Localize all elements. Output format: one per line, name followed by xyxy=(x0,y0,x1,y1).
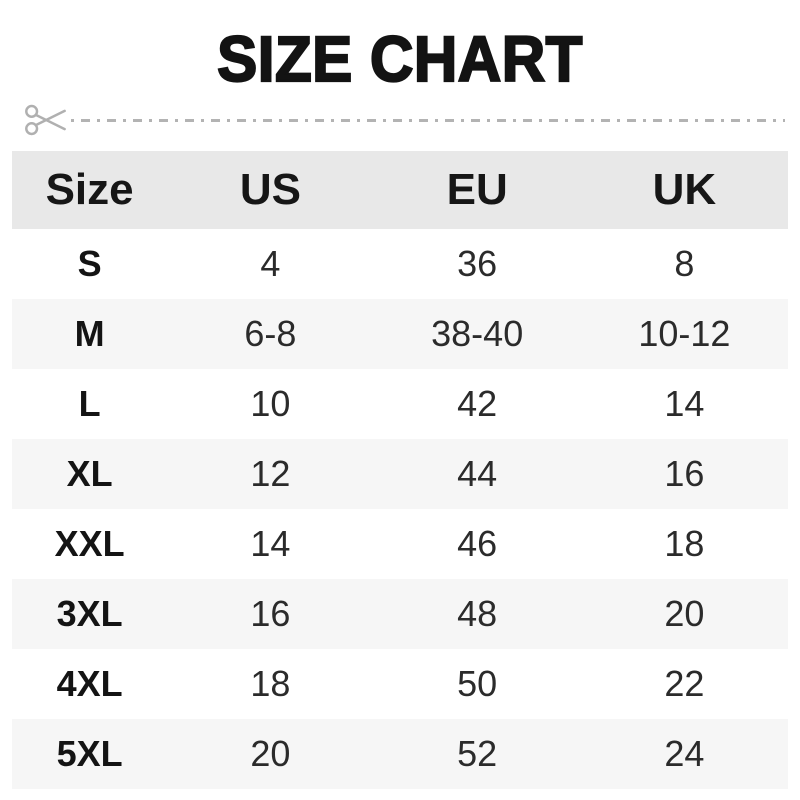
cell-us: 4 xyxy=(260,243,281,285)
cell-us: 20 xyxy=(250,733,291,775)
scissors-icon xyxy=(25,104,66,136)
cell-us: 12 xyxy=(250,453,291,495)
cell-uk: 20 xyxy=(664,593,705,635)
dashed-cut-line xyxy=(71,118,785,122)
cell-us: 18 xyxy=(250,663,291,705)
cut-line xyxy=(24,101,785,139)
cell-size: 5XL xyxy=(56,733,123,775)
page-title: SIZE CHART xyxy=(216,23,583,95)
header-eu: EU xyxy=(373,151,581,230)
cell-uk: 14 xyxy=(664,383,705,425)
cell-eu: 52 xyxy=(457,733,498,775)
cell-eu: 50 xyxy=(457,663,498,705)
cell-uk: 18 xyxy=(664,523,705,565)
cell-eu: 46 xyxy=(457,523,498,565)
cell-us: 14 xyxy=(250,523,291,565)
cell-uk: 22 xyxy=(664,663,705,705)
size-chart-table: Size US EU UK S 4 36 8 M 6-8 38-40 10-12… xyxy=(12,151,788,790)
table-body: S 4 36 8 M 6-8 38-40 10-12 L 10 42 14 XL… xyxy=(12,229,788,790)
table-row: M 6-8 38-40 10-12 xyxy=(12,299,788,370)
table-row: XL 12 44 16 xyxy=(12,439,788,510)
cell-size: L xyxy=(78,383,101,425)
cell-size: XXL xyxy=(54,523,125,565)
cell-eu: 44 xyxy=(457,453,498,495)
cell-eu: 48 xyxy=(457,593,498,635)
table-row: 5XL 20 52 24 xyxy=(12,719,788,790)
cell-us: 10 xyxy=(250,383,291,425)
header-size: Size xyxy=(12,151,168,230)
header-uk: UK xyxy=(580,151,788,230)
table-row: S 4 36 8 xyxy=(12,229,788,300)
cell-uk: 8 xyxy=(674,243,695,285)
cell-size: S xyxy=(77,243,102,285)
cell-eu: 38-40 xyxy=(431,313,524,355)
table-row: 3XL 16 48 20 xyxy=(12,579,788,650)
cell-eu: 42 xyxy=(457,383,498,425)
size-chart-page: SIZE CHART Size US EU UK S xyxy=(0,23,800,800)
cell-uk: 16 xyxy=(664,453,705,495)
table-header: Size US EU UK xyxy=(12,151,788,230)
cell-uk: 24 xyxy=(664,733,705,775)
cell-us: 16 xyxy=(250,593,291,635)
cell-size: XL xyxy=(66,453,113,495)
cell-size: M xyxy=(74,313,105,355)
cell-size: 4XL xyxy=(56,663,123,705)
header-us: US xyxy=(167,151,374,230)
cell-us: 6-8 xyxy=(244,313,297,355)
cell-eu: 36 xyxy=(457,243,498,285)
table-row: XXL 14 46 18 xyxy=(12,509,788,580)
header-row: Size US EU UK xyxy=(12,151,788,230)
cell-uk: 10-12 xyxy=(638,313,731,355)
table-row: L 10 42 14 xyxy=(12,369,788,440)
cell-size: 3XL xyxy=(56,593,123,635)
table-row: 4XL 18 50 22 xyxy=(12,649,788,720)
